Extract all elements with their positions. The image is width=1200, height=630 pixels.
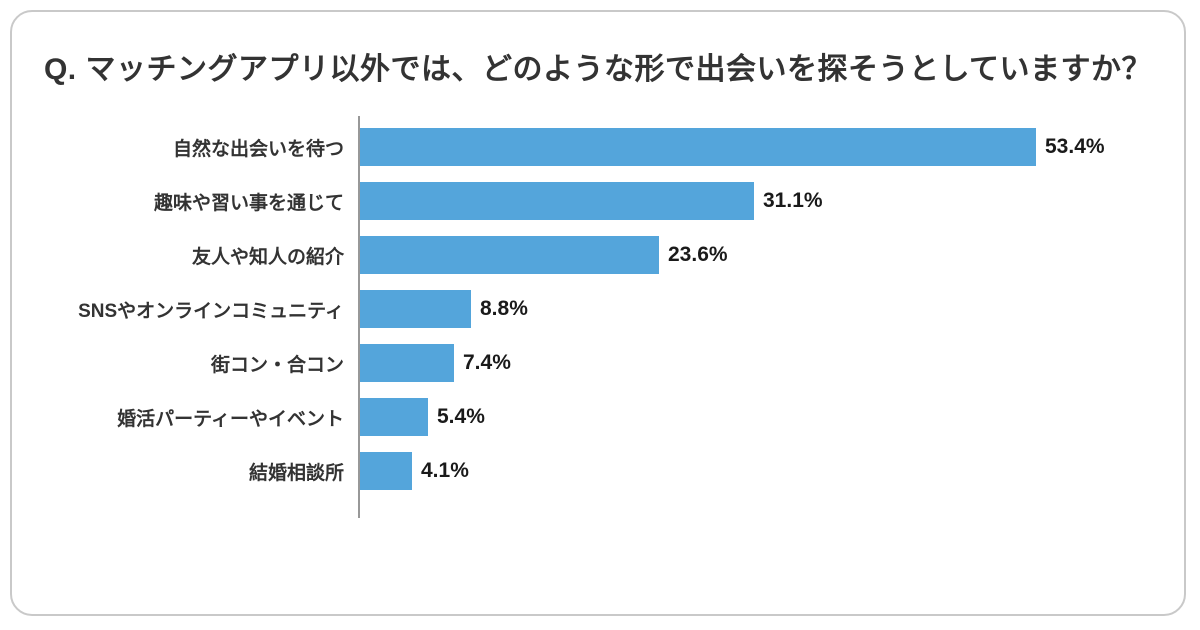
- bar: [360, 182, 754, 220]
- bar: [360, 452, 412, 490]
- chart-row: 自然な出会いを待つ 53.4%: [12, 128, 1184, 166]
- chart-row: 趣味や習い事を通じて 31.1%: [12, 182, 1184, 220]
- bar-area: 53.4%: [360, 128, 1184, 166]
- bar: [360, 128, 1036, 166]
- bar: [360, 290, 471, 328]
- value-label: 5.4%: [437, 405, 485, 428]
- bar: [360, 236, 659, 274]
- bar-area: 4.1%: [360, 452, 1184, 490]
- chart-row: 結婚相談所 4.1%: [12, 452, 1184, 490]
- value-label: 4.1%: [421, 459, 469, 482]
- category-label: SNSやオンラインコミュニティ: [78, 300, 344, 322]
- category-label: 趣味や習い事を通じて: [153, 192, 344, 214]
- bar-rows: 自然な出会いを待つ 53.4% 趣味や習い事を通じて 31.1% 友人や知人の紹介 23.…: [12, 128, 1184, 490]
- bar-area: 31.1%: [360, 182, 1184, 220]
- bar: [360, 398, 428, 436]
- value-label: 23.6%: [668, 243, 728, 266]
- bar-area: 7.4%: [360, 344, 1184, 382]
- bar-area: 23.6%: [360, 236, 1184, 274]
- category-label: 自然な出会いを待つ: [172, 138, 344, 160]
- value-label: 8.8%: [480, 297, 528, 320]
- category-label: 街コン・合コン: [210, 354, 344, 376]
- value-label: 53.4%: [1045, 135, 1105, 158]
- chart-row: 街コン・合コン 7.4%: [12, 344, 1184, 382]
- bar-area: 5.4%: [360, 398, 1184, 436]
- chart-row: 婚活パーティーやイベント 5.4%: [12, 398, 1184, 436]
- chart-card: Q. マッチングアプリ以外では、どのような形で出会いを探そうとしていますか？ 自…: [10, 10, 1186, 616]
- category-label: 婚活パーティーやイベント: [117, 408, 344, 430]
- value-label: 31.1%: [763, 189, 823, 212]
- bar-chart: 自然な出会いを待つ 53.4% 趣味や習い事を通じて 31.1% 友人や知人の紹介 23.…: [12, 116, 1184, 518]
- chart-row: 友人や知人の紹介 23.6%: [12, 236, 1184, 274]
- bar-area: 8.8%: [360, 290, 1184, 328]
- chart-title: Q. マッチングアプリ以外では、どのような形で出会いを探そうとしていますか？: [43, 53, 1153, 86]
- bar: [360, 344, 454, 382]
- value-label: 7.4%: [463, 351, 511, 374]
- category-label: 友人や知人の紹介: [191, 246, 344, 268]
- y-axis-line: [358, 116, 360, 518]
- chart-row: SNSやオンラインコミュニティ 8.8%: [12, 290, 1184, 328]
- category-label: 結婚相談所: [248, 462, 344, 484]
